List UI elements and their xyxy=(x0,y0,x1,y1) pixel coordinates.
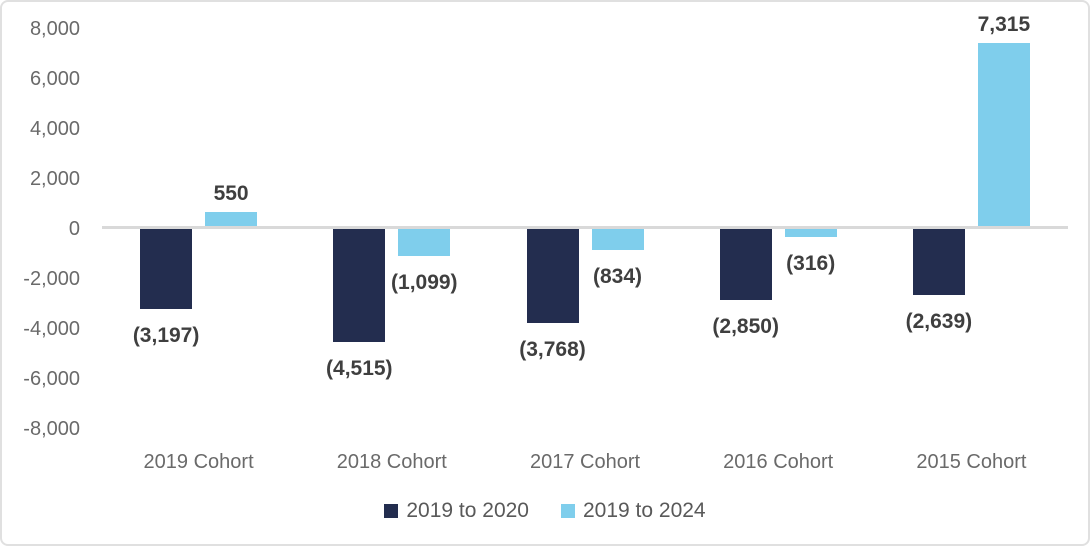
legend-item-2019-to-2024: 2019 to 2024 xyxy=(561,498,706,524)
y-tick-label: 8,000 xyxy=(29,18,80,40)
y-tick-label: -4,000 xyxy=(23,318,80,340)
bar xyxy=(398,229,451,257)
data-label: (2,639) xyxy=(905,309,973,333)
bar xyxy=(912,229,965,295)
data-label: (3,768) xyxy=(519,338,586,362)
y-tick-label: -8,000 xyxy=(23,418,80,440)
data-label: (3,197) xyxy=(132,323,200,347)
data-label: (834) xyxy=(592,264,643,288)
bar xyxy=(719,229,772,301)
legend-label-2019-to-2024: 2019 to 2024 xyxy=(583,499,706,522)
bar xyxy=(140,229,193,309)
y-tick-label: -6,000 xyxy=(23,368,80,390)
data-label: 7,315 xyxy=(977,13,1031,37)
chart-legend: 2019 to 2020 2019 to 2024 xyxy=(2,498,1088,524)
legend-item-2019-to-2020: 2019 to 2020 xyxy=(384,498,529,524)
data-label: (316) xyxy=(786,251,836,275)
y-tick-label: 4,000 xyxy=(29,118,80,140)
bar xyxy=(333,229,386,342)
legend-label-2019-to-2020: 2019 to 2020 xyxy=(406,499,529,522)
category-label: 2018 Cohort xyxy=(336,451,447,473)
bar xyxy=(784,229,837,237)
bar xyxy=(977,43,1030,226)
y-tick-label: 2,000 xyxy=(29,168,80,190)
bar xyxy=(205,212,258,226)
bar xyxy=(591,229,644,250)
category-label: 2019 Cohort xyxy=(143,451,254,473)
data-label: 550 xyxy=(213,182,249,206)
legend-swatch-lightblue xyxy=(561,504,575,518)
legend-swatch-navy xyxy=(384,504,399,518)
y-tick-label: -2,000 xyxy=(23,268,80,290)
data-label: (1,099) xyxy=(391,271,458,295)
bar xyxy=(526,229,579,324)
data-label: (2,850) xyxy=(712,315,779,339)
y-tick-label: 0 xyxy=(68,218,80,240)
category-label: 2017 Cohort xyxy=(529,451,641,473)
category-label: 2015 Cohort xyxy=(916,451,1027,473)
y-tick-label: 6,000 xyxy=(29,68,80,90)
category-label: 2016 Cohort xyxy=(723,451,834,473)
x-axis-line xyxy=(102,226,1068,229)
data-label: (4,515) xyxy=(326,356,393,380)
